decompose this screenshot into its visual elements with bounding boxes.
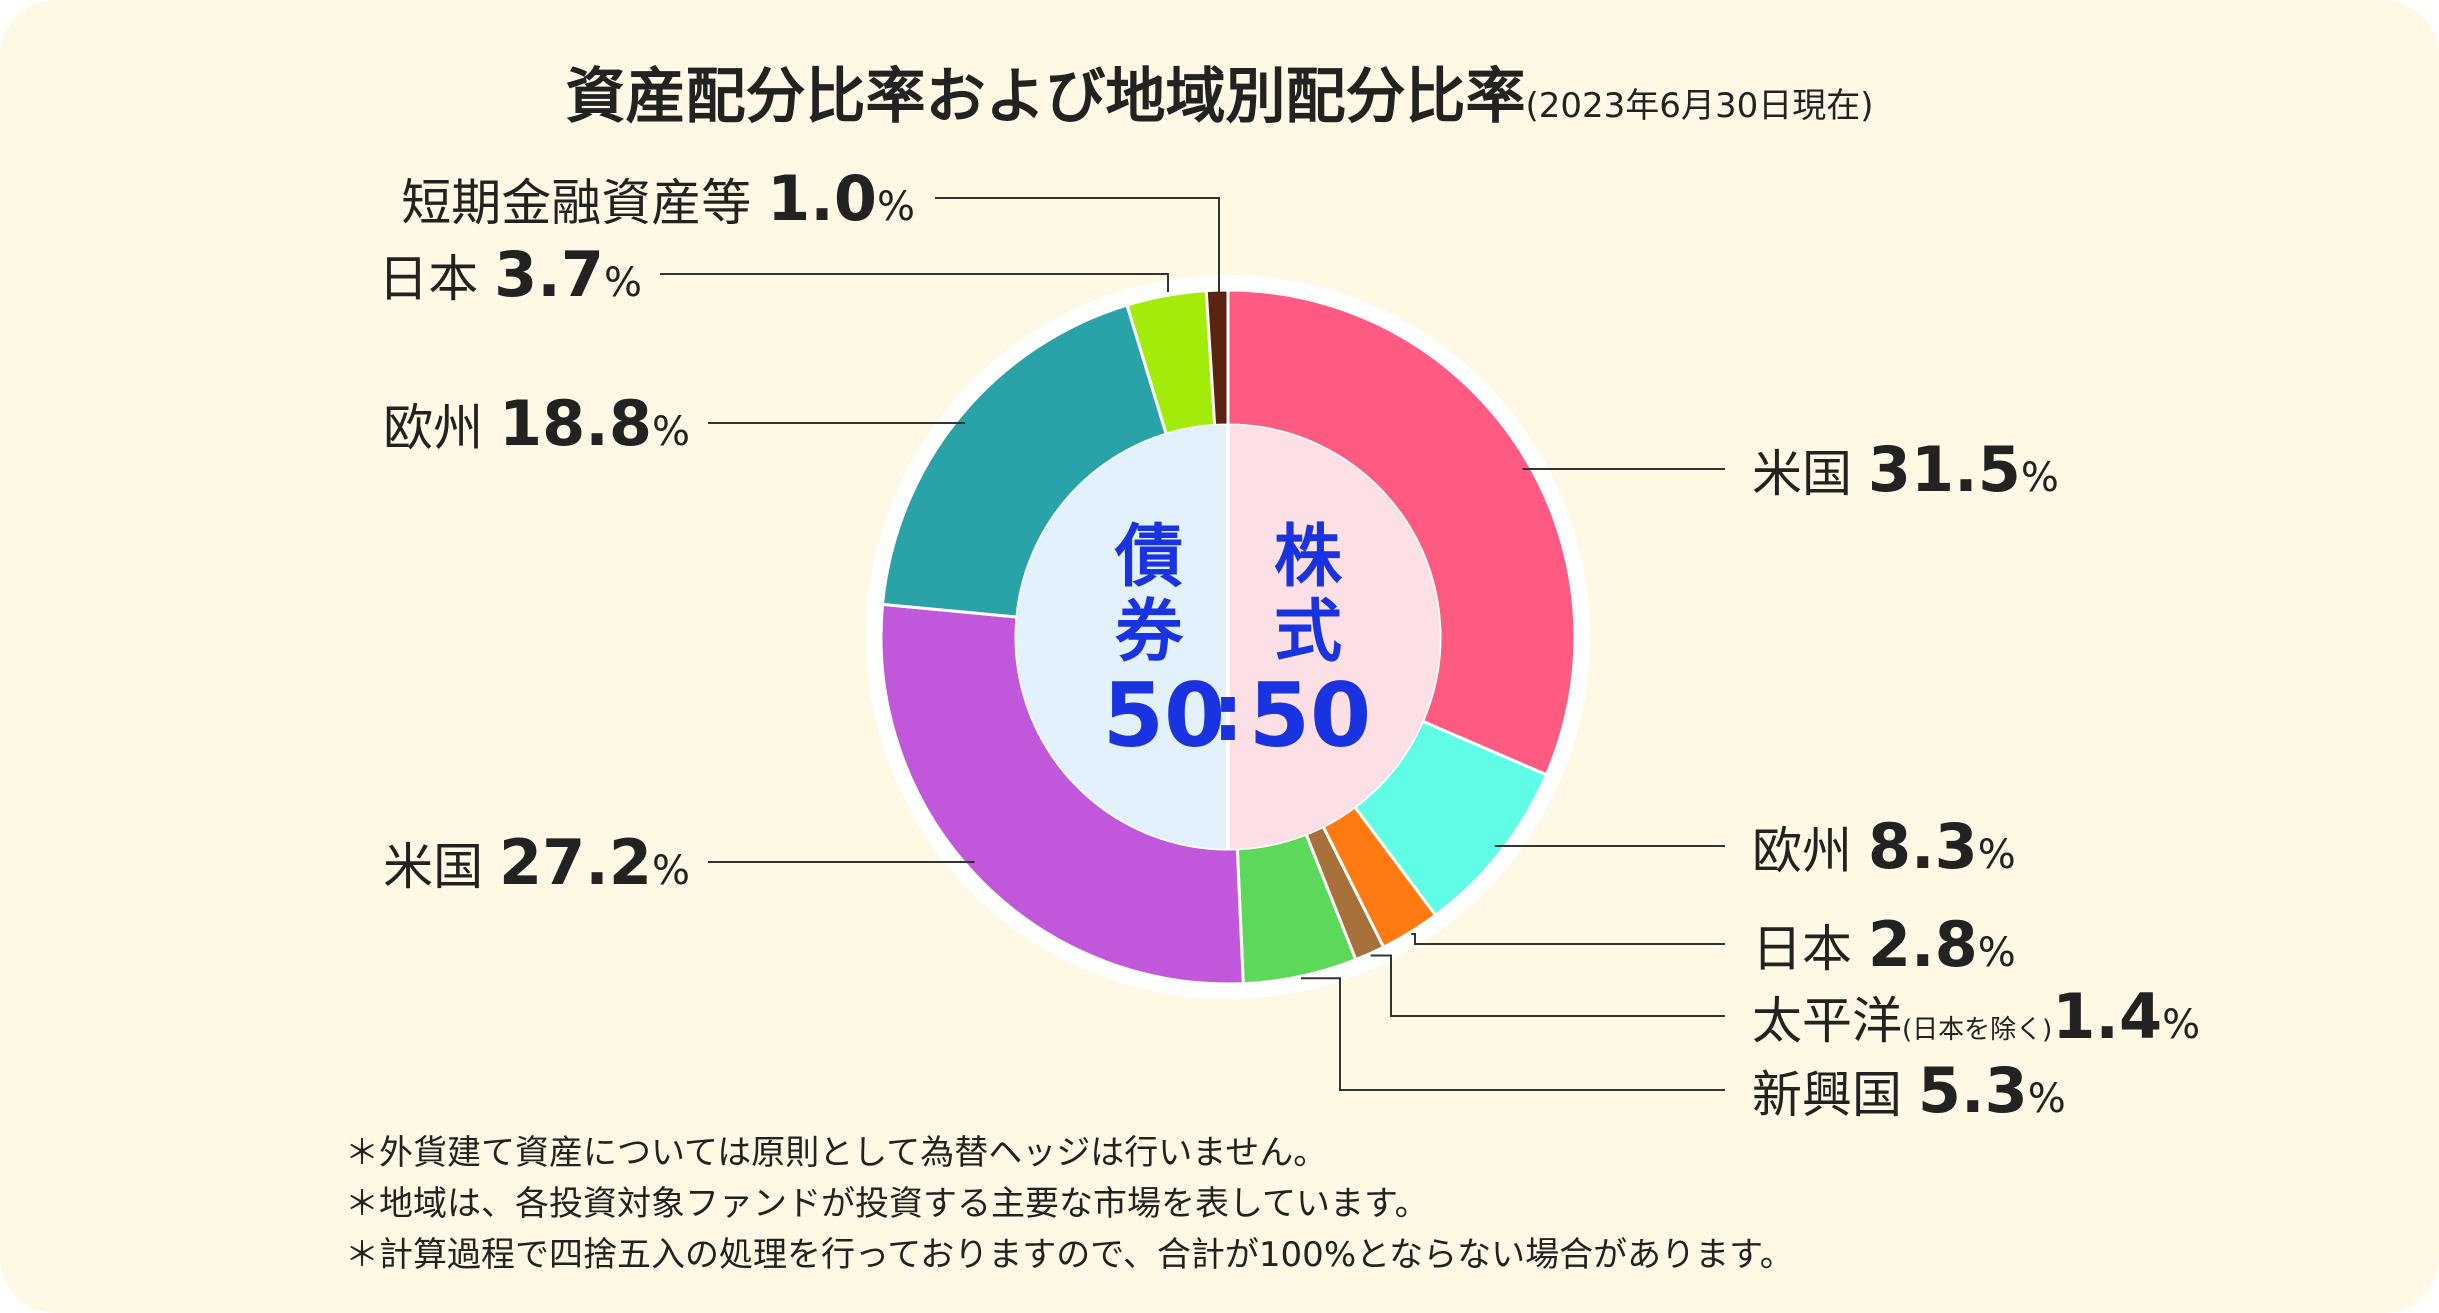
slice-label-name: 欧州 (1752, 822, 1852, 880)
leader-line-2 (1411, 932, 1725, 945)
slice-label-8: 短期金融資産等 1.0% (401, 162, 915, 235)
slice-label-value: 2.8 (1868, 908, 1978, 981)
slice-label-percent: % (2028, 1076, 2066, 1122)
slice-label-value: 18.8 (499, 387, 652, 460)
slice-label-value: 3.7 (494, 238, 604, 311)
slice-label-name: 米国 (383, 838, 483, 896)
leader-line-3 (1370, 954, 1725, 1017)
leader-lines (660, 197, 1725, 1091)
slice-label-name: 新興国 (1752, 1066, 1902, 1124)
slice-label-percent: % (2021, 455, 2059, 501)
slice-label-7: 日本 3.7% (378, 238, 642, 311)
slice-label-5: 米国 27.2% (383, 826, 690, 899)
slice-label-value: 5.3 (1918, 1054, 2028, 1127)
slice-label-percent: % (604, 260, 642, 306)
slice-label-name: 日本 (1752, 920, 1852, 978)
footnote-rounding: ＊計算過程で四捨五入の処理を行っておりますので、合計が100%とならない場合があ… (345, 1235, 1794, 1275)
slice-label-space (483, 838, 499, 896)
slice-label-percent: % (2162, 1002, 2200, 1048)
slice-label-name: 太平洋 (1752, 992, 1902, 1050)
center-ratio-equity: 50 (1249, 664, 1371, 767)
slice-label-value: 1.0 (767, 162, 877, 235)
slice-label-percent: % (1978, 930, 2016, 976)
slice-label-1: 欧州 8.3% (1752, 810, 2016, 883)
center-ratio-bond: 50 (1103, 664, 1225, 767)
footnotes: ＊外貨建て資産については原則として為替ヘッジは行いません。 ＊地域は、各投資対象… (345, 1128, 1794, 1281)
slice-label-name: 米国 (1752, 445, 1852, 503)
slice-label-space (1902, 1066, 1918, 1124)
chart-title-date: (2023年6月30日現在) (1525, 86, 1874, 126)
slice-label-note: (日本を除く) (1902, 1015, 2052, 1045)
slice-label-space (1852, 920, 1868, 978)
slice-label-value: 1.4 (2052, 980, 2162, 1053)
slice-label-value: 8.3 (1868, 810, 1978, 883)
chart-title: 資産配分比率および地域別配分比率(2023年6月30日現在) (0, 48, 2439, 135)
slice-label-space (483, 399, 499, 457)
leader-line-8 (935, 197, 1220, 292)
footnote-region: ＊地域は、各投資対象ファンドが投資する主要な市場を表しています。 (345, 1184, 1429, 1224)
inner-slice-1 (1016, 425, 1228, 849)
center-label-bond-1: 債 (1114, 518, 1183, 597)
slice-label-6: 欧州 18.8% (383, 387, 690, 460)
center-ratio-separator: : (1212, 669, 1243, 759)
slice-label-name: 日本 (378, 250, 478, 308)
inner-ring-slices (1016, 425, 1440, 849)
slice-label-space (1852, 822, 1868, 880)
center-label-equity-1: 株 (1274, 518, 1343, 597)
slice-label-0: 米国 31.5% (1752, 433, 2059, 506)
slice-label-percent: % (877, 184, 915, 230)
slice-label-space (478, 250, 494, 308)
slice-label-percent: % (1978, 832, 2016, 878)
slice-labels: 米国 31.5%欧州 8.3%日本 2.8%太平洋(日本を除く)1.4%新興国 … (378, 162, 2200, 1127)
chart-title-main: 資産配分比率および地域別配分比率 (565, 62, 1526, 132)
slice-label-percent: % (652, 409, 690, 455)
slice-label-value: 31.5 (1868, 433, 2021, 506)
slice-label-3: 太平洋(日本を除く)1.4% (1752, 980, 2200, 1053)
leader-line-4 (1300, 977, 1725, 1091)
slice-label-name: 短期金融資産等 (401, 174, 751, 232)
slice-label-name: 欧州 (383, 399, 483, 457)
outer-slice-6 (880, 303, 1169, 619)
slice-label-4: 新興国 5.3% (1752, 1054, 2066, 1127)
center-label-equity-2: 式 (1274, 593, 1342, 672)
leader-line-7 (660, 273, 1169, 292)
slice-label-space (751, 174, 767, 232)
slice-label-value: 27.2 (499, 826, 652, 899)
center-label-bond-2: 券 (1115, 593, 1184, 672)
footnote-fx-hedge: ＊外貨建て資産については原則として為替ヘッジは行いません。 (345, 1133, 1328, 1173)
slice-label-percent: % (652, 848, 690, 894)
slice-label-space (1852, 445, 1868, 503)
inner-slice-0 (1228, 425, 1440, 849)
slice-label-2: 日本 2.8% (1752, 908, 2016, 981)
